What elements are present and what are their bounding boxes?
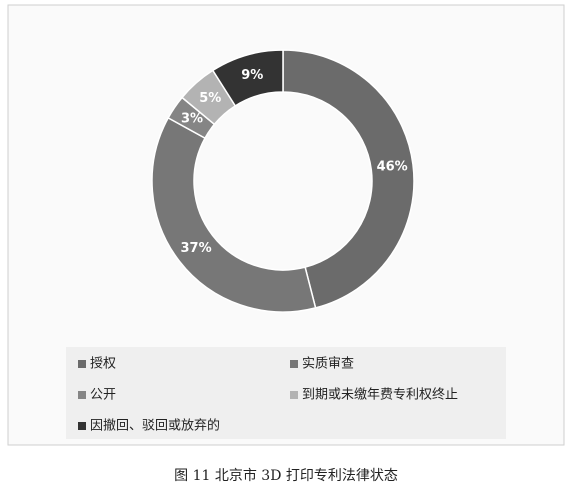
legend-label: 实质审查: [302, 357, 354, 372]
legend-label: 因撤回、驳回或放弃的: [90, 418, 220, 434]
caption: 图 11 北京市 3D 打印专利法律状态: [174, 467, 398, 484]
slice: [211, 49, 284, 107]
legend-swatch: [78, 391, 86, 399]
legend-swatch: [290, 391, 298, 399]
slice: [151, 116, 317, 313]
legend-label: 公开: [90, 388, 116, 403]
legend-swatch: [78, 360, 86, 368]
legend-label: 授权: [90, 356, 116, 372]
slice: [282, 49, 415, 309]
legend-label: 到期或未缴年费专利权终止: [302, 387, 458, 403]
data-label: 9%: [241, 68, 263, 83]
data-label: 3%: [181, 112, 203, 127]
data-label: 37%: [181, 241, 212, 256]
data-label: 5%: [199, 91, 221, 106]
legend-swatch: [290, 360, 298, 368]
data-label: 46%: [377, 160, 408, 175]
legend-swatch: [78, 422, 86, 430]
legend-box: [66, 347, 506, 439]
